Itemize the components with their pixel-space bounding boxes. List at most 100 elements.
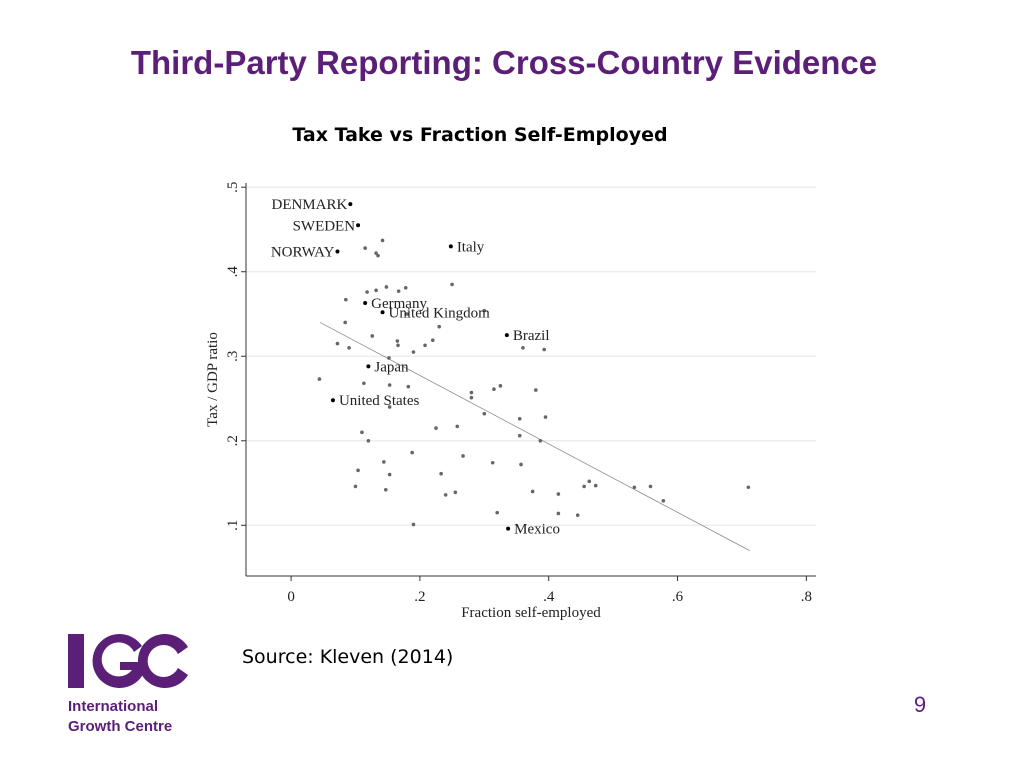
data-point — [376, 253, 380, 258]
gridlines — [246, 186, 816, 526]
point-label: Japan — [374, 359, 409, 375]
data-point — [556, 511, 561, 516]
axes: .1 .2 .3 .4 .5 0 .2 .4 .6 .8 — [225, 182, 816, 605]
x-axis-label: Fraction self-employed — [461, 605, 601, 621]
data-point — [374, 288, 378, 293]
labeled-data-point — [448, 244, 453, 249]
data-point — [411, 350, 416, 354]
data-point — [396, 289, 401, 293]
data-point — [383, 487, 388, 492]
data-point — [343, 320, 347, 325]
data-point — [575, 513, 580, 517]
data-point — [534, 388, 538, 392]
data-point — [395, 339, 400, 343]
labeled-data-point — [366, 364, 371, 369]
data-point — [384, 285, 389, 289]
data-point — [521, 346, 525, 350]
labeled-data-point — [335, 249, 340, 254]
point-label: DENMARK — [271, 197, 347, 213]
data-point — [542, 347, 547, 352]
data-point — [362, 381, 366, 386]
point-label: United States — [339, 393, 420, 409]
data-point — [387, 405, 392, 409]
data-point — [469, 395, 474, 400]
x-tick-label: .4 — [543, 589, 555, 605]
data-point — [365, 290, 369, 294]
data-point — [587, 479, 592, 484]
x-tick-label: .6 — [672, 589, 684, 605]
data-point — [661, 498, 666, 503]
data-point — [363, 246, 367, 250]
page-number: 9 — [913, 692, 927, 717]
point-label: Italy — [457, 239, 485, 255]
fit-line — [319, 322, 750, 551]
logo-text-line2: Growth Centre — [68, 718, 173, 735]
y-tick-label: .2 — [225, 435, 241, 446]
data-point — [387, 472, 392, 477]
point-label: NORWAY — [271, 244, 335, 260]
igc-logo-mark — [68, 634, 188, 688]
data-point — [556, 492, 561, 496]
data-point — [492, 387, 496, 392]
data-point — [461, 454, 465, 458]
data-point — [746, 485, 751, 490]
data-point — [455, 424, 460, 429]
labeled-data-point — [363, 301, 368, 306]
data-point — [374, 251, 378, 255]
data-point — [396, 343, 400, 348]
data-point — [366, 438, 371, 443]
igc-logo: International Growth Centre — [68, 632, 198, 742]
point-label: Brazil — [513, 328, 550, 344]
data-point — [519, 462, 523, 467]
data-point — [434, 426, 438, 430]
y-tick-label: .5 — [225, 182, 241, 193]
data-point — [538, 438, 543, 443]
data-point — [387, 383, 392, 387]
data-point — [406, 384, 411, 389]
data-point — [353, 484, 358, 489]
labeled-data-point — [356, 223, 361, 228]
data-point — [453, 490, 458, 495]
y-tick-label: .3 — [225, 351, 241, 362]
logo-text-line1: International — [68, 698, 159, 715]
data-points — [317, 238, 751, 527]
data-point — [411, 522, 416, 527]
data-point — [360, 430, 364, 435]
labeled-data-point — [348, 202, 353, 207]
data-point — [530, 489, 535, 494]
data-point — [495, 510, 499, 515]
data-point — [593, 483, 598, 488]
x-tick-label: .2 — [414, 589, 425, 605]
data-point — [632, 485, 637, 490]
data-point — [437, 324, 442, 329]
data-point — [370, 334, 375, 338]
source-note: Source: Kleven (2014) — [242, 646, 454, 668]
y-axis-label: Tax / GDP ratio — [205, 332, 221, 427]
data-point — [430, 338, 435, 342]
data-point — [410, 450, 414, 455]
data-point — [335, 341, 340, 346]
chart-title: Tax Take vs Fraction Self-Employed — [292, 124, 668, 146]
data-point — [382, 460, 386, 464]
point-label: Mexico — [514, 522, 560, 538]
data-point — [317, 377, 322, 381]
data-point — [482, 411, 487, 416]
labeled-data-point — [506, 526, 511, 531]
x-tick-label: 0 — [287, 589, 295, 605]
y-tick-label: .1 — [225, 520, 241, 531]
labeled-data-point — [330, 398, 335, 403]
y-tick-label: .4 — [225, 266, 241, 278]
data-point — [403, 286, 408, 290]
data-point — [347, 346, 351, 350]
labeled-data-point — [380, 310, 385, 315]
data-point — [423, 343, 427, 348]
data-point — [543, 415, 548, 419]
data-point — [648, 484, 653, 489]
data-point — [469, 390, 474, 395]
x-tick-label: .8 — [801, 589, 812, 605]
data-point — [517, 433, 522, 438]
data-point — [490, 460, 495, 465]
data-point — [356, 468, 360, 473]
data-point — [344, 297, 348, 302]
